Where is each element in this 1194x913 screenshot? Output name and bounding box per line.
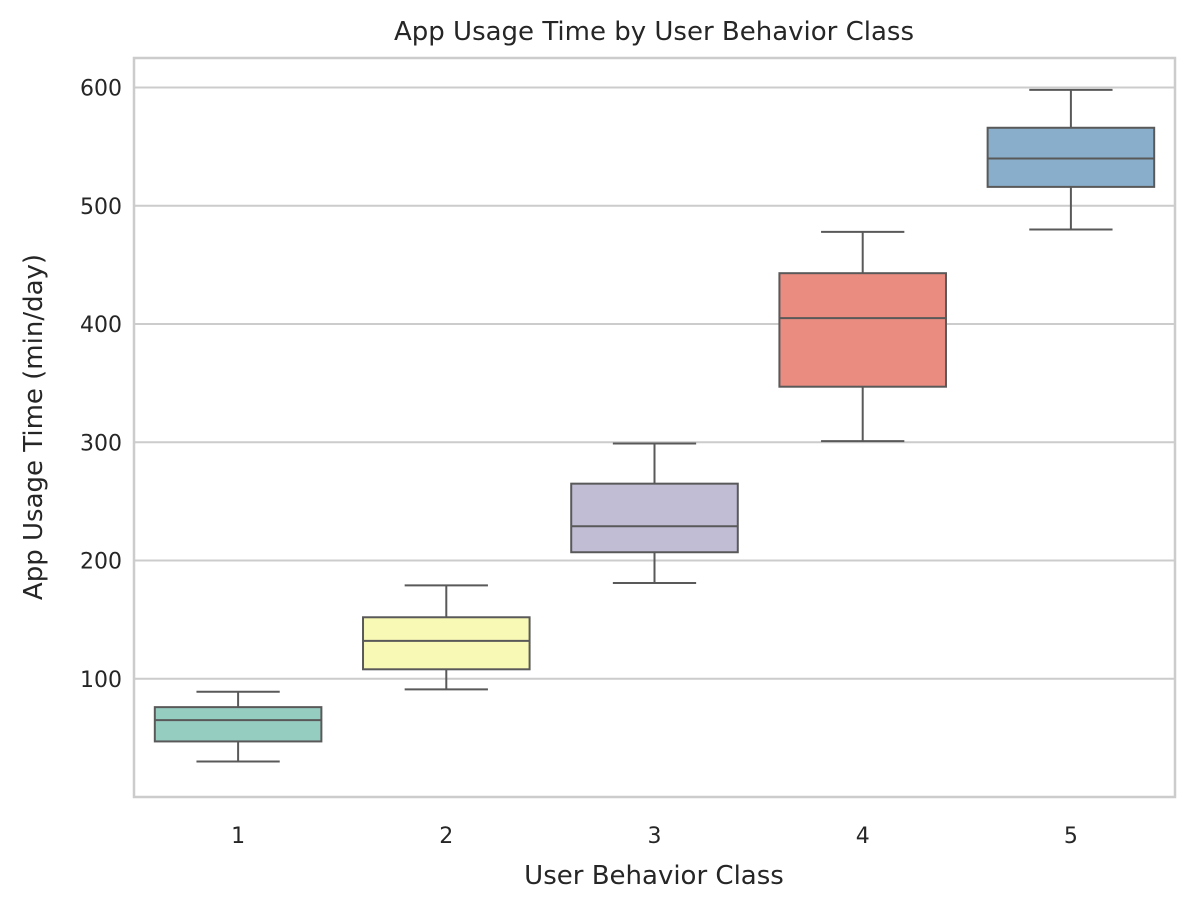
box-5 <box>986 126 1156 188</box>
box-group-2 <box>362 584 531 691</box>
chart-title: App Usage Time by User Behavior Class <box>394 17 914 47</box>
x-tick-label-5: 5 <box>1064 824 1078 849</box>
y-tick-label-600: 600 <box>80 77 122 102</box>
box-1 <box>153 706 323 743</box>
box-group-1 <box>153 690 323 763</box>
y-tick-label-300: 300 <box>80 431 122 456</box>
y-axis-label: App Usage Time (min/day) <box>19 254 49 600</box>
x-tick-label-2: 2 <box>439 824 453 849</box>
box-4 <box>778 272 947 388</box>
box-group-5 <box>986 88 1156 231</box>
y-tick-label-400: 400 <box>80 313 122 338</box>
grid-layer <box>134 86 1175 680</box>
box-group-4 <box>778 230 947 443</box>
x-axis-label: User Behavior Class <box>524 861 784 891</box>
y-tick-label-500: 500 <box>80 195 122 220</box>
y-tick-label-100: 100 <box>80 668 122 693</box>
x-tick-label-1: 1 <box>231 824 245 849</box>
y-tick-label-200: 200 <box>80 550 122 575</box>
x-tick-label-3: 3 <box>648 824 662 849</box>
box-group-3 <box>570 442 739 584</box>
box-layer <box>153 88 1156 763</box>
axes-layer: 100 200 300 400 500 600 1 2 3 4 5 <box>80 56 1177 849</box>
plot-frame <box>132 56 1177 799</box>
x-tick-label-4: 4 <box>856 824 870 849</box>
box-2 <box>362 616 531 671</box>
box-3 <box>570 482 739 554</box>
